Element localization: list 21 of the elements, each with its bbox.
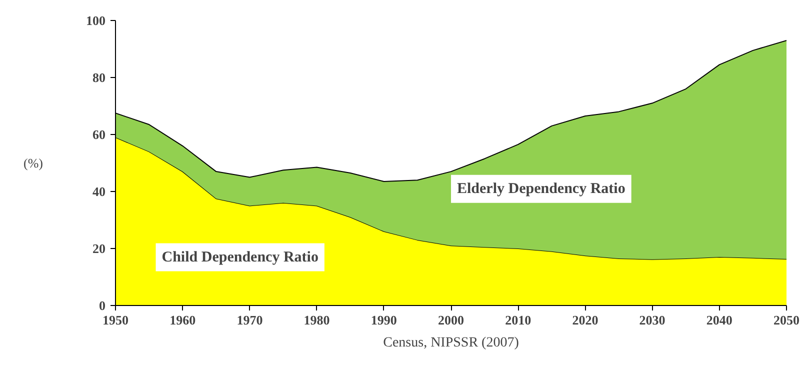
y-tick-label: 0 [99,298,106,313]
x-tick-label: 1950 [102,312,128,328]
x-tick-label: 1970 [236,312,263,328]
y-tick-label: 20 [92,241,106,256]
x-tick-label: 1990 [370,312,397,328]
x-tick-label: 1960 [170,312,196,328]
y-tick-label: 80 [92,70,106,85]
series-label: Child Dependency Ratio [162,249,318,266]
x-axis-title: Census, NIPSSR (2007) [383,336,520,350]
x-tick-label: 1980 [304,312,330,328]
x-tick-label: 2000 [438,312,464,328]
x-tick-label: 2020 [572,312,598,328]
x-tick-label: 2050 [774,312,800,328]
y-tick-label: 60 [92,127,106,142]
y-axis-title: (%) [24,156,44,170]
x-tick-label: 2030 [639,312,666,328]
x-tick-label: 2040 [706,312,732,328]
y-tick-label: 100 [86,13,106,28]
y-tick-label: 40 [92,184,106,199]
series-label: Elderly Dependency Ratio [457,180,626,197]
x-tick-label: 2010 [505,312,532,328]
